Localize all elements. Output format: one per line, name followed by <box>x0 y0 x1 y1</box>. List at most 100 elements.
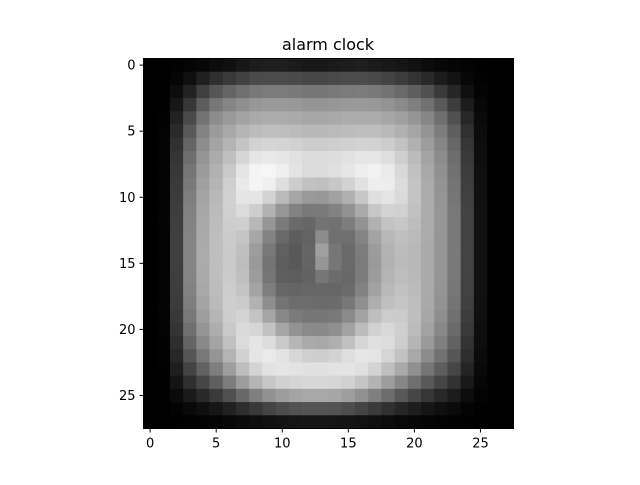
heatmap-cell <box>394 336 409 350</box>
heatmap-cell <box>341 402 356 416</box>
heatmap-cell <box>288 309 303 324</box>
heatmap-cell <box>288 269 303 284</box>
heatmap-cell <box>368 190 382 205</box>
heatmap-cell <box>460 256 475 271</box>
heatmap-cell <box>209 137 224 152</box>
heatmap-cell <box>381 283 395 297</box>
heatmap-cell <box>500 256 514 271</box>
heatmap-cell <box>262 164 276 178</box>
heatmap-cell <box>236 269 250 284</box>
heatmap-cell <box>421 269 435 284</box>
heatmap-cell <box>500 402 514 416</box>
heatmap-cell <box>302 375 316 390</box>
heatmap-cell <box>487 256 501 271</box>
heatmap-cell <box>460 164 475 178</box>
heatmap-cell <box>143 415 158 429</box>
heatmap-cell <box>302 283 316 297</box>
heatmap-cell <box>196 98 210 112</box>
heatmap-cell <box>447 388 461 403</box>
heatmap-cell <box>288 402 303 416</box>
heatmap-cell <box>222 98 237 112</box>
heatmap-cell <box>434 190 448 205</box>
heatmap-cell <box>302 230 316 244</box>
heatmap-cell <box>302 84 316 99</box>
heatmap-cell <box>156 309 171 324</box>
heatmap-cell <box>169 164 184 178</box>
heatmap-cell <box>183 322 197 337</box>
heatmap-cell <box>473 190 488 205</box>
heatmap-cell <box>421 124 435 139</box>
heatmap-cell <box>302 111 316 125</box>
heatmap-cell <box>368 256 382 271</box>
heatmap-cell <box>421 164 435 178</box>
heatmap-cell <box>209 203 224 218</box>
heatmap-cell <box>487 190 501 205</box>
heatmap-cell <box>421 402 435 416</box>
heatmap-cell <box>368 415 382 429</box>
heatmap-cell <box>500 71 514 86</box>
heatmap-cell <box>183 415 197 429</box>
heatmap-cell <box>487 375 501 390</box>
heatmap-cell <box>500 283 514 297</box>
heatmap-cell <box>500 349 514 363</box>
heatmap-cell <box>487 84 501 99</box>
heatmap-cell <box>473 415 488 429</box>
heatmap-cell <box>236 415 250 429</box>
heatmap-cell <box>315 177 329 191</box>
heatmap-cell <box>381 309 395 324</box>
heatmap-cell <box>209 309 224 324</box>
heatmap-cell <box>328 203 343 218</box>
heatmap-cell <box>394 309 409 324</box>
heatmap-cell <box>421 98 435 112</box>
heatmap-cell <box>341 230 356 244</box>
heatmap-cell <box>460 71 475 86</box>
heatmap-cell <box>500 309 514 324</box>
heatmap-cell <box>381 375 395 390</box>
heatmap-cell <box>421 71 435 86</box>
heatmap-cell <box>354 124 369 139</box>
heatmap-cell <box>381 190 395 205</box>
heatmap-cell <box>262 58 276 73</box>
heatmap-cell <box>288 151 303 165</box>
heatmap-cell <box>460 349 475 363</box>
heatmap-cell <box>196 124 210 139</box>
heatmap-cell <box>381 137 395 152</box>
heatmap-cell <box>394 269 409 284</box>
heatmap-cell <box>407 84 422 99</box>
heatmap-cell <box>183 58 197 73</box>
heatmap-cell <box>222 58 237 73</box>
heatmap-cell <box>143 375 158 390</box>
heatmap-cell <box>407 217 422 231</box>
heatmap-cell <box>222 402 237 416</box>
heatmap-cell <box>381 415 395 429</box>
heatmap-cell <box>249 269 263 284</box>
heatmap-cell <box>381 322 395 337</box>
heatmap-cell <box>394 388 409 403</box>
heatmap-cell <box>368 309 382 324</box>
heatmap-cell <box>143 124 158 139</box>
heatmap-cell <box>460 217 475 231</box>
heatmap-cell <box>341 375 356 390</box>
heatmap-cell <box>487 349 501 363</box>
heatmap-cell <box>275 58 290 73</box>
heatmap-cell <box>196 336 210 350</box>
heatmap-cell <box>183 362 197 376</box>
heatmap-cell <box>421 137 435 152</box>
y-tick-label: 25 <box>119 389 136 404</box>
heatmap-cell <box>222 111 237 125</box>
heatmap-cell <box>407 71 422 86</box>
heatmap-cell <box>196 362 210 376</box>
heatmap-cell <box>500 84 514 99</box>
heatmap-cell <box>196 296 210 310</box>
heatmap-cell <box>407 283 422 297</box>
heatmap-cell <box>196 111 210 125</box>
x-tick-label: 20 <box>406 437 423 452</box>
heatmap-cell <box>156 322 171 337</box>
heatmap-cell <box>315 349 329 363</box>
heatmap-cell <box>315 217 329 231</box>
heatmap-cell <box>196 309 210 324</box>
heatmap-cell <box>288 124 303 139</box>
heatmap-cell <box>262 336 276 350</box>
heatmap-cell <box>447 177 461 191</box>
heatmap-cell <box>275 322 290 337</box>
